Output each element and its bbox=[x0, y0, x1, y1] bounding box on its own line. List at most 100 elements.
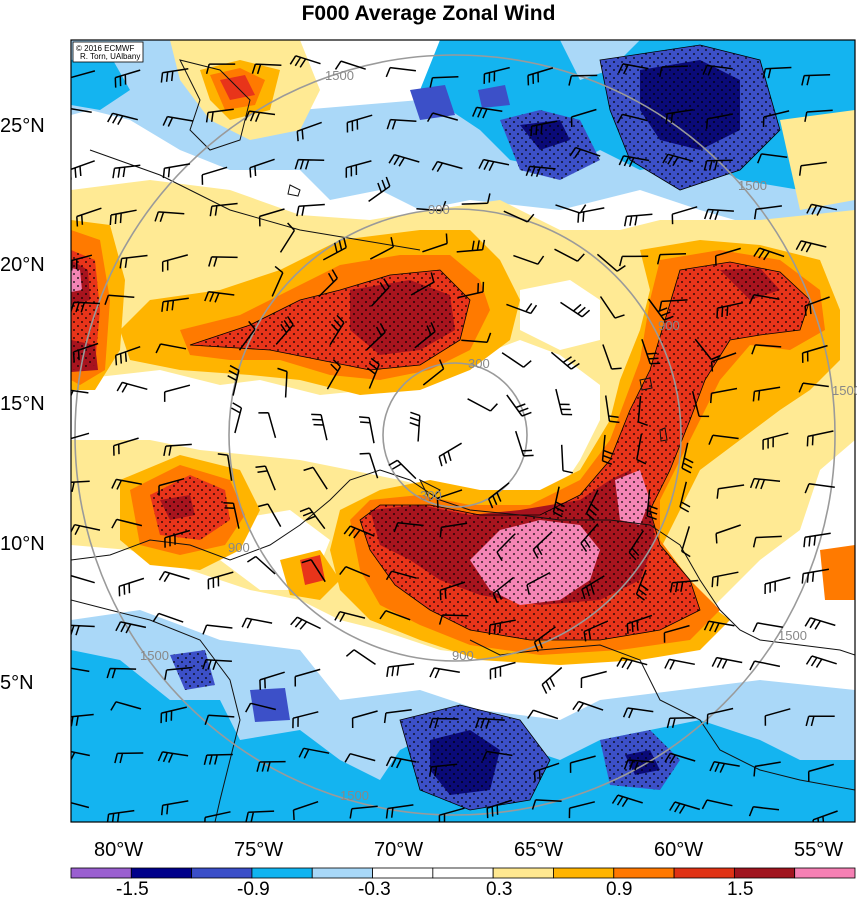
wind-barb bbox=[296, 121, 322, 142]
wind-barb bbox=[658, 299, 688, 312]
wind-barb bbox=[709, 761, 740, 773]
wind-barb bbox=[385, 66, 416, 78]
wind-barb bbox=[569, 146, 601, 159]
wind-barb bbox=[506, 302, 538, 315]
wind-barb bbox=[616, 113, 648, 124]
wind-barb bbox=[703, 159, 733, 171]
wind-barb bbox=[386, 118, 417, 130]
wind-barb bbox=[201, 166, 228, 185]
wind-barb bbox=[647, 298, 674, 321]
wind-barb bbox=[580, 670, 607, 689]
wind-barb bbox=[160, 800, 189, 816]
wind-barb bbox=[646, 489, 658, 521]
wind-barb bbox=[329, 314, 345, 346]
colorbar-segment bbox=[191, 867, 253, 879]
wind-barb bbox=[365, 323, 386, 351]
wind-barb bbox=[115, 621, 147, 634]
wind-barb bbox=[344, 752, 376, 763]
wind-barb bbox=[157, 751, 189, 763]
wind-barb bbox=[533, 762, 560, 782]
wind-barb bbox=[209, 202, 238, 217]
wind-barb bbox=[366, 357, 380, 389]
colorbar-label: -0.3 bbox=[358, 879, 391, 900]
credit-box: © 2016 ECMWF R. Torn, UAlbany bbox=[72, 41, 144, 63]
wind-barb bbox=[665, 108, 694, 124]
wind-barb bbox=[637, 395, 648, 427]
wind-barb bbox=[155, 343, 187, 354]
wind-barb bbox=[568, 801, 595, 819]
wind-barb bbox=[751, 344, 782, 355]
wind-barb bbox=[795, 240, 827, 253]
wind-barb bbox=[162, 115, 194, 127]
wind-barb bbox=[416, 200, 447, 212]
wind-barb bbox=[812, 810, 838, 822]
wind-barb bbox=[525, 165, 556, 178]
wind-barb bbox=[301, 558, 326, 583]
wind-barb bbox=[294, 158, 325, 170]
credit-line-2: R. Torn, UAlbany bbox=[80, 52, 140, 61]
wind-barb bbox=[251, 63, 282, 75]
longitude-labels: 80°W 75°W 70°W 65°W 60°W 55°W bbox=[94, 839, 843, 861]
wind-barb bbox=[580, 523, 599, 553]
wind-barb bbox=[289, 55, 321, 68]
wind-barb bbox=[71, 107, 92, 114]
wind-barb bbox=[752, 386, 781, 402]
wind-barb bbox=[691, 391, 710, 418]
wind-barb bbox=[227, 364, 240, 396]
colorbar-segment bbox=[613, 867, 675, 879]
wind-barb bbox=[805, 655, 837, 668]
colorbar-segment bbox=[70, 867, 132, 879]
colorbar-segment bbox=[794, 867, 856, 879]
wind-barb bbox=[71, 523, 101, 536]
wind-barb bbox=[804, 483, 835, 494]
wind-barb bbox=[666, 716, 696, 729]
wind-barb bbox=[71, 574, 95, 584]
wind-barb bbox=[385, 804, 414, 819]
wind-barb bbox=[531, 799, 562, 810]
wind-barb bbox=[271, 265, 284, 297]
wind-barb bbox=[116, 381, 148, 393]
wind-barb bbox=[334, 610, 366, 623]
wind-barb bbox=[71, 480, 90, 493]
wind-barb bbox=[532, 531, 553, 559]
wind-barb bbox=[656, 253, 687, 265]
wind-barb bbox=[258, 503, 282, 527]
wind-barb bbox=[560, 301, 591, 318]
wind-barb bbox=[798, 161, 827, 176]
ring-label: 900 bbox=[452, 648, 474, 663]
wind-barb bbox=[554, 248, 585, 262]
wind-barb bbox=[488, 619, 516, 635]
wind-barb bbox=[106, 667, 137, 679]
lat-label: 5°N bbox=[0, 672, 34, 694]
wind-barb bbox=[753, 205, 782, 220]
wind-barb bbox=[414, 322, 436, 349]
wind-barb bbox=[370, 278, 390, 307]
wind-barb bbox=[223, 502, 240, 529]
wind-barb bbox=[623, 759, 654, 771]
wind-barb bbox=[604, 395, 620, 424]
ring-label: 300 bbox=[468, 356, 490, 371]
wind-barb bbox=[208, 256, 238, 267]
wind-barb bbox=[680, 526, 691, 558]
wind-barb bbox=[345, 160, 372, 178]
wind-barb bbox=[705, 113, 734, 129]
wind-barb bbox=[111, 478, 142, 490]
wind-barb bbox=[303, 466, 328, 490]
wind-barbs bbox=[71, 55, 838, 822]
wind-barb bbox=[513, 254, 545, 265]
wind-barb bbox=[204, 714, 235, 726]
wind-barb bbox=[298, 747, 330, 759]
wind-barb bbox=[798, 382, 829, 393]
wind-barb bbox=[359, 452, 379, 479]
wind-barb bbox=[154, 211, 185, 222]
wind-barb bbox=[478, 158, 510, 172]
wind-barb bbox=[118, 577, 145, 597]
wind-barb bbox=[204, 811, 231, 822]
wind-barb bbox=[160, 706, 187, 724]
wind-barb bbox=[71, 750, 90, 762]
wind-barb bbox=[753, 247, 785, 261]
wind-barb bbox=[294, 668, 321, 687]
wind-barb bbox=[318, 269, 338, 298]
plot-area bbox=[71, 40, 855, 822]
wind-barb bbox=[249, 158, 275, 178]
